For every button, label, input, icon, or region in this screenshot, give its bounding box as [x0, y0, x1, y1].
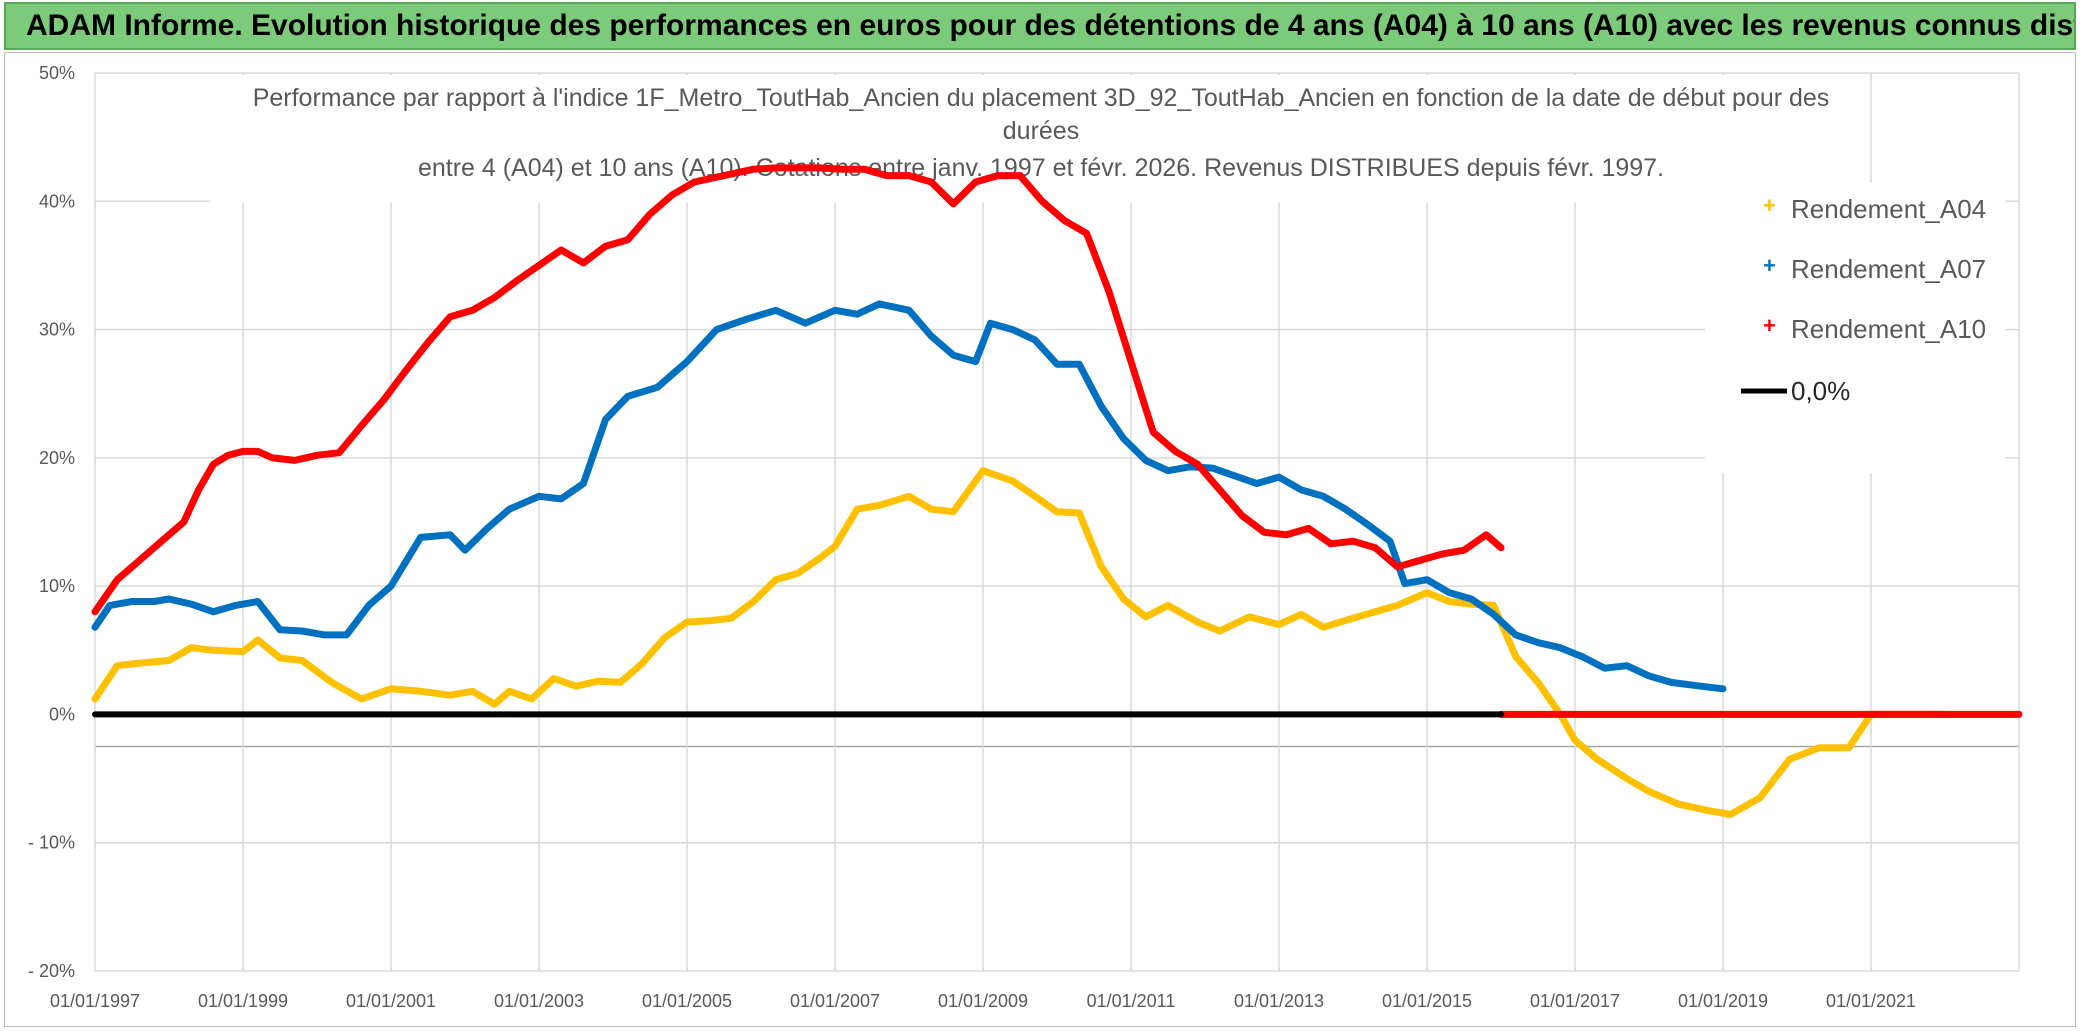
y-tick-label: - 20% — [28, 961, 75, 981]
legend-label-a10: Rendement_A10 — [1791, 314, 1986, 344]
x-tick-label: 01/01/2003 — [494, 991, 584, 1011]
series-line-rendement-a10 — [91, 164, 1505, 616]
chart-title-line-1: Performance par rapport à l'indice 1F_Me… — [253, 84, 1830, 112]
legend-backdrop — [1705, 183, 2005, 473]
y-tick-label: 20% — [39, 448, 75, 468]
x-tick-label: 01/01/2015 — [1382, 991, 1472, 1011]
legend-label-a07: Rendement_A07 — [1791, 254, 1986, 284]
report-banner: ADAM Informe. Evolution historique des p… — [4, 2, 2076, 50]
x-tick-label: 01/01/2011 — [1087, 991, 1176, 1011]
performance-chart: 50%40%30%20%10%0%- 10%- 20% 01/01/1997 01… — [28, 63, 2023, 1011]
y-tick-label: - 10% — [28, 833, 75, 853]
x-tick-label: 01/01/2021 — [1826, 991, 1916, 1011]
x-tick-label: 01/01/2001 — [346, 991, 436, 1011]
x-tick-label: 01/01/2013 — [1234, 991, 1324, 1011]
x-tick-label: 01/01/2007 — [790, 991, 880, 1011]
x-tick-label: 01/01/2019 — [1678, 991, 1768, 1011]
y-tick-label: 50% — [39, 63, 75, 83]
legend-label-zero: 0,0% — [1791, 376, 1850, 406]
chart-title-line-2: durées — [1003, 117, 1079, 145]
legend-marker-a04: + — [1763, 193, 1776, 218]
x-tick-label: 01/01/1997 — [50, 991, 140, 1011]
y-tick-label: 0% — [49, 704, 75, 724]
x-tick-label: 01/01/2005 — [642, 991, 732, 1011]
y-tick-label: 30% — [39, 320, 75, 340]
legend-marker-a07: + — [1763, 253, 1776, 278]
x-tick-label: 01/01/1999 — [198, 991, 288, 1011]
chart-legend: + Rendement_A04 + Rendement_A07 + Rendem… — [1705, 183, 2005, 473]
x-tick-label: 01/01/2009 — [938, 991, 1028, 1011]
legend-label-a04: Rendement_A04 — [1791, 194, 1986, 224]
series-line-rendement-a07 — [91, 300, 1727, 693]
title-backdrop — [210, 75, 1855, 203]
legend-marker-a10: + — [1763, 313, 1776, 338]
chart-title-line-3: entre 4 (A04) et 10 ans (A10). Cotations… — [418, 154, 1664, 182]
x-tick-label: 01/01/2017 — [1530, 991, 1620, 1011]
chart-area: 50% 40% 30% 20% 10% 0% - 10% - 20% 01/01/1997 01… — [4, 52, 2076, 1027]
y-tick-label: 40% — [39, 191, 75, 211]
y-axis-ticks: 50% 40% 30% 20% 10% 0% - 10% - 20% — [28, 63, 75, 981]
y-tick-label: 10% — [39, 576, 75, 596]
series-lines — [91, 164, 2023, 818]
series-line-rendement-a04 — [91, 467, 1949, 818]
x-axis-ticks: 01/01/1997 01/01/1999 01/01/2001 01/01/2003… — [50, 991, 1916, 1011]
